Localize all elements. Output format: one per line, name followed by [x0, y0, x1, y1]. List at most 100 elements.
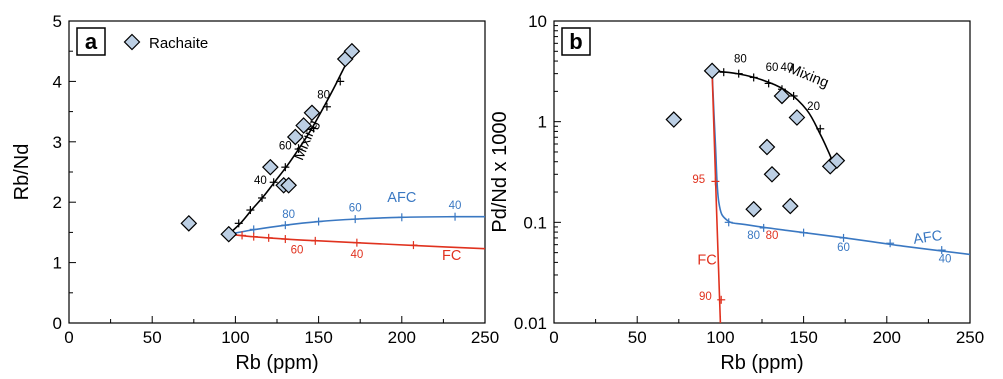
mixing-curve-tick [336, 77, 345, 86]
x-tick-label: 0 [549, 328, 558, 347]
fc-curve-label: 80 [766, 230, 779, 242]
afc-curve-group [711, 70, 970, 256]
mixing-curve-label: 40 [781, 62, 794, 74]
afc-curve-tick [886, 239, 895, 248]
y-tick-label: 4 [53, 72, 62, 91]
afc-curve-tick [937, 246, 946, 255]
x-tick-label: 50 [628, 328, 647, 347]
afc-curve-label: 60 [349, 202, 362, 214]
x-tick-label: 250 [471, 328, 499, 347]
afc-curve-tick [839, 233, 848, 242]
afc-curve-label: 60 [837, 242, 850, 254]
rachaite-point [703, 62, 721, 80]
rachaite-point [758, 138, 776, 156]
plot-frame [553, 20, 971, 324]
afc-curve-tick [799, 228, 808, 237]
panel-label: a [85, 29, 98, 54]
panel-label-box [561, 27, 591, 56]
afc-curve-label: 40 [939, 253, 952, 265]
mixing-curve-tick [719, 68, 728, 77]
x-tick-label: 200 [873, 328, 901, 347]
y-axis-label: Pd/Nd x 1000 [489, 111, 511, 232]
x-tick-label: 150 [789, 328, 817, 347]
y-tick-label: 0.1 [523, 213, 547, 232]
rachaite-point [180, 214, 198, 232]
panel-b-chart: 0 50 100 150 200 250 0.01 0.1 1 10 Rb (ppm) Pd/Nd x… [489, 12, 984, 374]
legend-label: Rachaite [149, 35, 208, 52]
panel-label: b [569, 29, 582, 54]
rachaite-point [220, 225, 238, 243]
rachaite-point [261, 158, 279, 176]
afc-curve-tick [249, 225, 258, 234]
y-tick-label: 3 [53, 133, 62, 152]
rachaite-point [781, 197, 799, 215]
y-tick-label: 10 [528, 12, 547, 31]
afc-curve-tick [451, 212, 460, 221]
mixing-curve-label: 80 [317, 89, 330, 101]
plot-frame [68, 20, 486, 324]
afc-curve-tick [351, 215, 360, 224]
fc-curve-tick [311, 236, 320, 245]
rachaite-point [828, 152, 846, 169]
y-tick-label: 1 [538, 113, 547, 132]
x-tick-label: 100 [221, 328, 249, 347]
afc-curve-name: AFC [912, 228, 943, 248]
y-tick-label: 1 [53, 254, 62, 273]
y-tick-label: 2 [53, 193, 62, 212]
mixing-curve-name: Mixing [786, 61, 831, 92]
fc-curve-tick [264, 233, 273, 242]
mixing-curve-label: 80 [734, 54, 747, 66]
mixing-curve-tick [281, 163, 290, 172]
fc-curve-label: 40 [350, 249, 363, 261]
x-tick-label: 250 [956, 328, 984, 347]
afc-curve-label: 40 [449, 200, 462, 212]
rachaite-point [763, 165, 781, 183]
panel-a-chart: 0 50 100 150 200 250 0 1 2 3 4 5 Rb (ppm) Rb/Nd 80 60 40… [11, 12, 499, 374]
mixing-curve-label: 60 [279, 141, 292, 153]
fc-curve-tick [717, 295, 726, 304]
mixing-curve-tick [258, 193, 267, 202]
rachaite-point [745, 200, 763, 218]
rachaite-point [303, 104, 321, 122]
y-axis-label: Rb/Nd [11, 144, 33, 201]
mixing-curve-tick [789, 91, 798, 100]
fc-curve-tick [238, 231, 247, 240]
y-tick-label: 0 [53, 314, 62, 333]
rachaite-point [286, 128, 304, 146]
afc-curve-tick [759, 223, 768, 232]
fc-curve-tick [249, 232, 258, 241]
afc-curve-label: 80 [282, 209, 295, 221]
fc-curve-label: 90 [699, 291, 712, 303]
mixing-curve-tick [234, 219, 243, 228]
fc-curve-name: FC [442, 248, 461, 264]
mixing-curve-tick [816, 124, 825, 133]
fc-curve-tick [409, 241, 418, 250]
mixing-curve-tick [309, 124, 318, 133]
x-axis-label: Rb (ppm) [720, 352, 803, 374]
x-tick-label: 200 [388, 328, 416, 347]
afc-curve-tick [724, 218, 733, 227]
y-tick-label: 0.01 [514, 314, 547, 333]
mixing-curve-tick [322, 102, 331, 111]
afc-curve-name: AFC [387, 190, 416, 206]
mixing-curve-label: 60 [766, 62, 779, 74]
x-tick-label: 150 [304, 328, 332, 347]
x-tick-label: 100 [706, 328, 734, 347]
mixing-curve-tick [294, 145, 303, 154]
fc-curve-tick [711, 177, 720, 186]
mixing-curve-tick [749, 73, 758, 82]
mixing-curve-group [228, 50, 353, 235]
fc-curve-tick [352, 238, 361, 247]
rachaite-point [665, 111, 683, 128]
x-tick-label: 50 [143, 328, 162, 347]
panel-label-box [76, 27, 106, 56]
fc-curve-label: 95 [692, 174, 705, 186]
mixing-curve-tick [246, 206, 255, 215]
legend-marker [123, 33, 141, 51]
rachaite-point [295, 117, 312, 134]
afc-curve-tick [314, 217, 323, 226]
x-tick-label: 0 [64, 328, 73, 347]
fc-curve-name: FC [697, 253, 716, 269]
afc-curve-label: 80 [747, 230, 760, 242]
